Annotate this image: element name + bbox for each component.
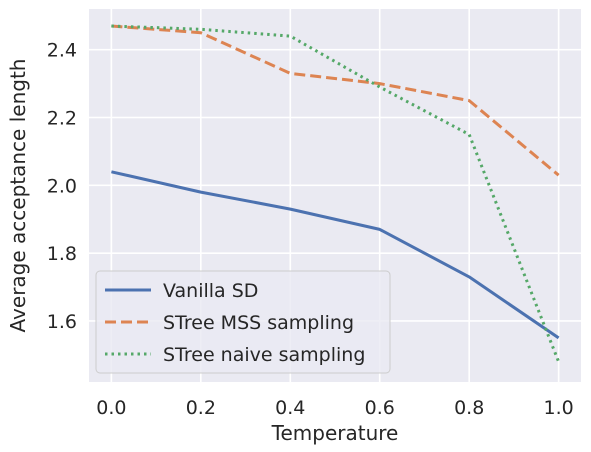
- y-tick-label: 2.2: [47, 108, 77, 130]
- x-tick-label: 0.4: [275, 397, 305, 419]
- legend-frame: [95, 270, 391, 374]
- y-tick-label: 1.6: [47, 311, 77, 333]
- y-tick-label: 2.0: [47, 175, 77, 197]
- x-tick-label: 1.0: [544, 397, 574, 419]
- y-axis-label: Average acceptance length: [6, 59, 30, 333]
- x-axis-label: Temperature: [271, 421, 399, 445]
- y-tick-label: 2.4: [47, 40, 77, 62]
- legend: Vanilla SD STree MSS sampling STree naive …: [95, 270, 391, 374]
- x-tick-labels: 0.0 0.2 0.4 0.6 0.8 1.0: [96, 397, 573, 419]
- series-line-2: [111, 24, 560, 177]
- series-lines: [111, 24, 560, 363]
- x-tick-label: 0.6: [365, 397, 395, 419]
- x-tick-label: 0.0: [96, 397, 126, 419]
- legend-label-3: STree naive sampling: [163, 344, 365, 366]
- x-tick-label: 0.2: [186, 397, 216, 419]
- legend-entries: Vanilla SD STree MSS sampling STree naive …: [105, 280, 365, 366]
- series-line-3: [111, 24, 560, 363]
- legend-label-2: STree MSS sampling: [163, 312, 354, 334]
- y-tick-label: 1.8: [47, 243, 77, 265]
- legend-label-1: Vanilla SD: [163, 280, 258, 302]
- series-line-1: [111, 170, 560, 340]
- y-tick-labels: 1.6 1.8 2.0 2.2 2.4: [47, 40, 77, 333]
- x-tick-label: 0.8: [454, 397, 484, 419]
